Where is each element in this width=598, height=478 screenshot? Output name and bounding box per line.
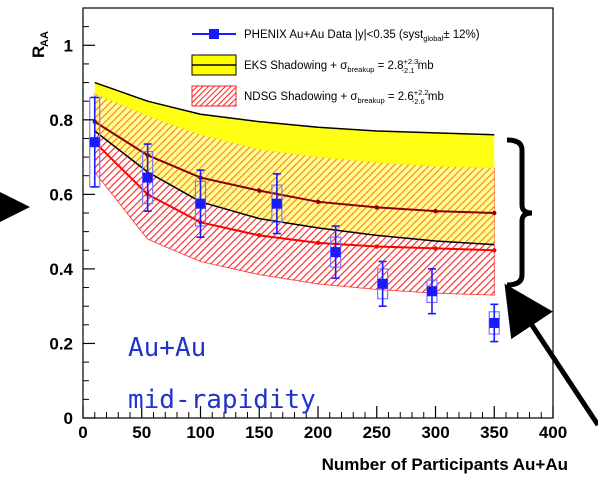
y-axis-title-sub: AA (39, 31, 51, 47)
ndsg-center-marker (374, 244, 379, 249)
annotation-line-2: mid-rapidity (128, 385, 316, 415)
eks-center-line (94, 120, 495, 214)
legend-text-part: EKS Shadowing + σ (244, 60, 347, 72)
annotation: Au+Au mid-rapidity (128, 333, 316, 415)
legend-data-marker (209, 29, 219, 39)
y-tick-label: 0.6 (49, 185, 73, 204)
y-tick-label: 0 (64, 409, 73, 428)
x-tick-label: 50 (132, 423, 151, 442)
x-tick-label: 0 (78, 423, 87, 442)
eks-band-upper-edge (94, 81, 495, 136)
y-tick-label: 0.8 (49, 111, 73, 130)
data-point (489, 317, 500, 328)
eks-center-marker (492, 210, 497, 216)
data-point (330, 247, 341, 258)
legend-label-eks: EKS Shadowing + σbreakup = 2.8+2.3 -2.1 m… (244, 57, 434, 75)
legend-label-ndsg: NDSG Shadowing + σbreakup = 2.6+2.2 -2.6 … (244, 88, 444, 106)
y-axis-title: R AA (29, 31, 51, 58)
legend-ndsg-swatch (191, 85, 237, 107)
pointer-arrow-icon (504, 283, 598, 427)
legend-text-part: = 2.8 (374, 60, 403, 72)
data-point (271, 198, 282, 209)
model-curves (92, 119, 497, 253)
y-tick-label: 0.4 (49, 260, 73, 279)
y-axis-title-main: R (29, 46, 48, 58)
bracket-icon (506, 137, 533, 288)
data-point (377, 278, 388, 289)
ndsg-center-marker (257, 233, 262, 238)
legend-text-part: global (423, 34, 443, 43)
legend: PHENIX Au+Au Data |y|<0.35 (systglobal± … (191, 29, 480, 107)
data-point (89, 137, 100, 148)
eks-center-marker (315, 199, 321, 205)
legend-label-data: PHENIX Au+Au Data |y|<0.35 (systglobal± … (244, 29, 480, 43)
legend-text-part: NDSG Shadowing + σ (244, 91, 358, 103)
eks-center-marker (374, 205, 379, 210)
data-point (142, 172, 153, 183)
legend-text-part: breakup (358, 96, 385, 105)
data-point (426, 286, 437, 297)
x-tick-label: 200 (304, 423, 332, 442)
data-points (89, 96, 500, 343)
annotation-line-1: Au+Au (128, 333, 206, 363)
ndsg-band-overlay (94, 93, 495, 296)
eks-center-marker (257, 188, 262, 193)
legend-text-part: -2.1 (402, 66, 415, 75)
x-tick-label: 250 (363, 423, 391, 442)
x-tick-label: 100 (186, 423, 214, 442)
left-arrow-icon (0, 192, 30, 222)
legend-text-part: mb (414, 60, 433, 72)
data-point (195, 198, 206, 209)
axes: 0 50 100 150 200 250 300 350 400 0 0.2 0.4 0.6 0.8 1 (49, 7, 567, 442)
ndsg-center-marker (492, 248, 497, 253)
legend-text-part: +2.2 (414, 88, 429, 97)
y-tick-label: 1 (64, 36, 73, 55)
legend-text-part: PHENIX Au+Au Data |y|<0.35 (syst (244, 29, 424, 41)
x-tick-label: 300 (421, 423, 449, 442)
ndsg-center-line (94, 141, 495, 252)
legend-text-part: -2.6 (412, 97, 425, 106)
ndsg-center-marker (433, 246, 438, 251)
eks-center-marker (433, 208, 438, 214)
legend-text-part: +2.3 (404, 57, 419, 66)
legend-text-part: breakup (347, 65, 374, 74)
model-bands (94, 81, 495, 296)
legend-text-part: mb (425, 91, 444, 103)
decorations (0, 137, 598, 427)
x-tick-label: 350 (480, 423, 508, 442)
x-tick-label: 400 (539, 423, 567, 442)
legend-text-part: = 2.6 (385, 91, 414, 103)
y-tick-label: 0.2 (49, 334, 73, 353)
eks-band-lower-edge (94, 130, 495, 246)
x-tick-label: 150 (245, 423, 273, 442)
ndsg-center-marker (315, 240, 321, 246)
x-axis-title: Number of Participants Au+Au (322, 455, 568, 474)
legend-text-part: ± 12%) (443, 29, 480, 41)
